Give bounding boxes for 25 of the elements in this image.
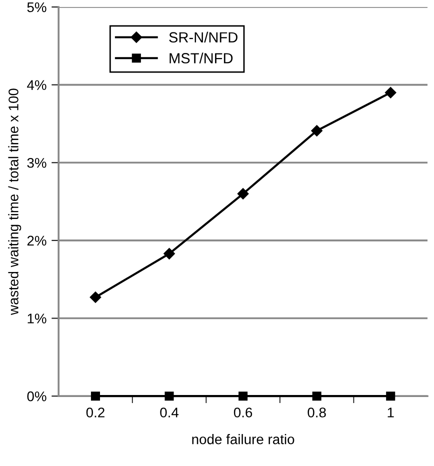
point bbox=[90, 392, 100, 401]
point bbox=[386, 392, 396, 401]
y-tick-label: 4% bbox=[27, 80, 46, 90]
point bbox=[312, 392, 322, 401]
y-axis-title: wasted waiting time / total time x 100 bbox=[8, 88, 22, 316]
legend-label: SR-N/NFD bbox=[169, 32, 238, 42]
x-axis-title: node failure ratio bbox=[192, 434, 294, 444]
x-tick-label: 0.4 bbox=[160, 408, 179, 418]
point bbox=[164, 392, 174, 401]
legend-label: MST/NFD bbox=[170, 52, 233, 64]
point bbox=[90, 292, 102, 303]
x-tick-label: 0.8 bbox=[308, 408, 326, 418]
y-tick-label: 2% bbox=[27, 236, 46, 246]
point bbox=[237, 188, 249, 200]
point bbox=[238, 392, 248, 401]
y-tick-label: 3% bbox=[27, 158, 46, 168]
point bbox=[384, 86, 396, 98]
point bbox=[164, 248, 175, 260]
x-tick-label: 0.6 bbox=[234, 408, 252, 418]
y-tick-label: 5% bbox=[27, 2, 46, 12]
x-tick-label: 1 bbox=[388, 408, 394, 418]
x-tick-label: 0.2 bbox=[86, 408, 104, 418]
y-tick-label: 1% bbox=[28, 314, 46, 324]
y-tick-label: 0% bbox=[27, 391, 46, 402]
point bbox=[311, 125, 322, 136]
